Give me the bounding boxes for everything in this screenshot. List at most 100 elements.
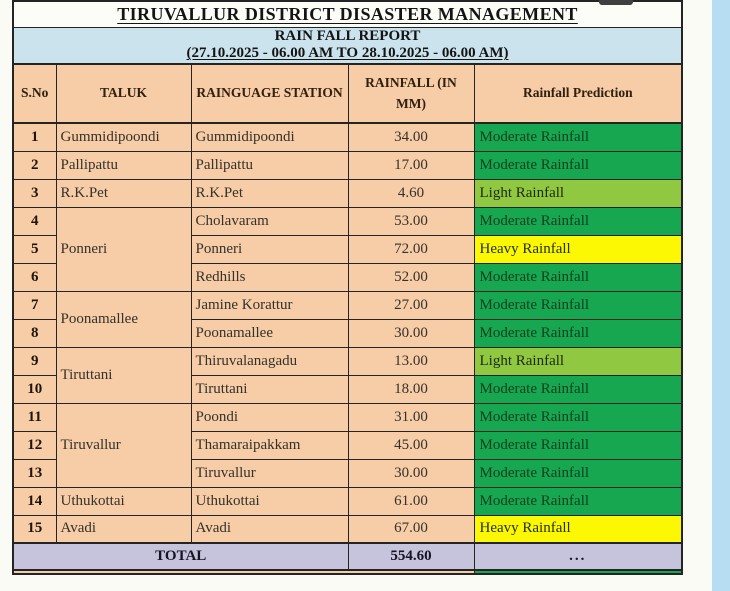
rainfall-cell: 52.00 bbox=[347, 262, 475, 292]
taluk-cell: Tiruttani bbox=[55, 346, 192, 404]
rainfall-cell: 67.00 bbox=[347, 514, 475, 544]
rainfall-cell: 34.00 bbox=[347, 122, 475, 152]
station-cell: Cholavaram bbox=[190, 206, 349, 236]
cutoff-prediction bbox=[473, 569, 683, 575]
rainfall-cell: 13.00 bbox=[347, 346, 475, 376]
sno-cell: 14 bbox=[12, 486, 57, 516]
total-row: TOTAL 554.60 ... bbox=[12, 542, 683, 571]
rainfall-cell: 30.00 bbox=[347, 458, 475, 488]
station-cell: Redhills bbox=[190, 262, 349, 292]
table-row: 6 Redhills 52.00 Moderate Rainfall bbox=[12, 262, 683, 292]
prediction-cell: Moderate Rainfall bbox=[473, 206, 683, 236]
taluk-cell: Poonamallee bbox=[55, 290, 192, 348]
table-row: 4 Ponneri Cholavaram 53.00 Moderate Rainfall bbox=[12, 206, 683, 292]
prediction-cell: Moderate Rainfall bbox=[473, 430, 683, 460]
station-cell: Uthukottai bbox=[190, 486, 349, 516]
header-taluk: TALUK bbox=[55, 63, 192, 124]
station-cell: Tiruvallur bbox=[190, 458, 349, 488]
header-row: S.No TALUK RAINGUAGE STATION RAINFALL (I… bbox=[12, 63, 683, 124]
cutoff-row bbox=[12, 569, 683, 575]
taluk-cell: Ponneri bbox=[55, 206, 192, 292]
header-sno: S.No bbox=[12, 63, 57, 124]
rainfall-table-body: 1 Gummidipoondi Gummidipoondi 34.00 Moderate… bbox=[12, 122, 683, 544]
sno-cell: 15 bbox=[12, 514, 57, 544]
taluk-cell: Pallipattu bbox=[55, 150, 192, 180]
sno-cell: 2 bbox=[12, 150, 57, 180]
total-label: TOTAL bbox=[12, 542, 349, 571]
station-cell: Thiruvalanagadu bbox=[190, 346, 349, 376]
rainfall-cell: 53.00 bbox=[347, 206, 475, 236]
station-cell: Pallipattu bbox=[190, 150, 349, 180]
prediction-cell: Moderate Rainfall bbox=[473, 262, 683, 292]
table-row: 9 Tiruttani Thiruvalanagadu 13.00 Light Rain… bbox=[12, 346, 683, 404]
page-title: TIRUVALLUR DISTRICT DISASTER MANAGEMENT bbox=[117, 3, 578, 24]
report-subtitle-band: RAIN FALL REPORT (27.10.2025 - 06.00 AM … bbox=[12, 26, 683, 65]
station-cell: R.K.Pet bbox=[190, 178, 349, 208]
prediction-cell: Heavy Rainfall bbox=[473, 234, 683, 264]
table-row: 3 R.K.Pet R.K.Pet 4.60 Light Rainfall bbox=[12, 178, 683, 208]
station-cell: Tiruttani bbox=[190, 374, 349, 404]
header-prediction: Rainfall Prediction bbox=[473, 63, 683, 124]
rainfall-cell: 45.00 bbox=[347, 430, 475, 460]
table-row: 13 Tiruvallur 30.00 Moderate Rainfall bbox=[12, 458, 683, 488]
table-row: 10 Tiruttani 18.00 Moderate Rainfall bbox=[12, 374, 683, 404]
rainfall-cell: 18.00 bbox=[347, 374, 475, 404]
sno-cell: 11 bbox=[12, 402, 57, 432]
table-row: 2 Pallipattu Pallipattu 17.00 Moderate Rainf… bbox=[12, 150, 683, 180]
prediction-cell: Moderate Rainfall bbox=[473, 402, 683, 432]
station-cell: Poonamallee bbox=[190, 318, 349, 348]
rainfall-report-table: TIRUVALLUR DISTRICT DISASTER MANAGEMENT … bbox=[12, 0, 684, 575]
station-cell: Thamaraipakkam bbox=[190, 430, 349, 460]
table-row: 1 Gummidipoondi Gummidipoondi 34.00 Moderate… bbox=[12, 122, 683, 152]
rainfall-cell: 31.00 bbox=[347, 402, 475, 432]
table-row: 14 Uthukottai Uthukottai 61.00 Moderate Rain… bbox=[12, 486, 683, 516]
prediction-cell: Light Rainfall bbox=[473, 346, 683, 376]
sno-cell: 1 bbox=[12, 122, 57, 152]
sno-cell: 9 bbox=[12, 346, 57, 376]
header-station: RAINGUAGE STATION bbox=[190, 63, 349, 124]
sno-cell: 13 bbox=[12, 458, 57, 488]
taluk-cell: Gummidipoondi bbox=[55, 122, 192, 152]
taluk-cell: Tiruvallur bbox=[55, 402, 192, 488]
station-cell: Jamine Korattur bbox=[190, 290, 349, 320]
sno-cell: 5 bbox=[12, 234, 57, 264]
total-prediction: ... bbox=[473, 542, 683, 571]
table-row: 5 Ponneri 72.00 Heavy Rainfall bbox=[12, 234, 683, 264]
prediction-cell: Heavy Rainfall bbox=[473, 514, 683, 544]
station-cell: Avadi bbox=[190, 514, 349, 544]
sno-cell: 6 bbox=[12, 262, 57, 292]
cutoff-left bbox=[12, 569, 475, 575]
prediction-cell: Moderate Rainfall bbox=[473, 150, 683, 180]
rainfall-cell: 61.00 bbox=[347, 486, 475, 516]
station-cell: Ponneri bbox=[190, 234, 349, 264]
report-name: RAIN FALL REPORT bbox=[274, 28, 421, 45]
sno-cell: 4 bbox=[12, 206, 57, 236]
sno-cell: 7 bbox=[12, 290, 57, 320]
rainfall-cell: 72.00 bbox=[347, 234, 475, 264]
prediction-cell: Light Rainfall bbox=[473, 178, 683, 208]
rainfall-cell: 17.00 bbox=[347, 150, 475, 180]
prediction-cell: Moderate Rainfall bbox=[473, 458, 683, 488]
total-rainfall: 554.60 bbox=[347, 542, 475, 571]
right-edge-strip bbox=[712, 0, 730, 591]
sno-cell: 10 bbox=[12, 374, 57, 404]
rainfall-cell: 4.60 bbox=[347, 178, 475, 208]
taluk-cell: Avadi bbox=[55, 514, 192, 544]
prediction-cell: Moderate Rainfall bbox=[473, 486, 683, 516]
taluk-cell: Uthukottai bbox=[55, 486, 192, 516]
station-cell: Poondi bbox=[190, 402, 349, 432]
rainfall-cell: 30.00 bbox=[347, 318, 475, 348]
station-cell: Gummidipoondi bbox=[190, 122, 349, 152]
sno-cell: 8 bbox=[12, 318, 57, 348]
report-period: (27.10.2025 - 06.00 AM TO 28.10.2025 - 0… bbox=[186, 45, 509, 62]
table-row: 7 Poonamallee Jamine Korattur 27.00 Moderate… bbox=[12, 290, 683, 348]
table-row: 11 Tiruvallur Poondi 31.00 Moderate Rainfall bbox=[12, 402, 683, 488]
prediction-cell: Moderate Rainfall bbox=[473, 122, 683, 152]
table-row: 8 Poonamallee 30.00 Moderate Rainfall bbox=[12, 318, 683, 348]
table-row: 15 Avadi Avadi 67.00 Heavy Rainfall bbox=[12, 514, 683, 544]
header-rainfall: RAINFALL (IN MM) bbox=[347, 63, 475, 124]
prediction-cell: Moderate Rainfall bbox=[473, 290, 683, 320]
prediction-cell: Moderate Rainfall bbox=[473, 318, 683, 348]
cutoff-text-mark bbox=[599, 0, 633, 5]
